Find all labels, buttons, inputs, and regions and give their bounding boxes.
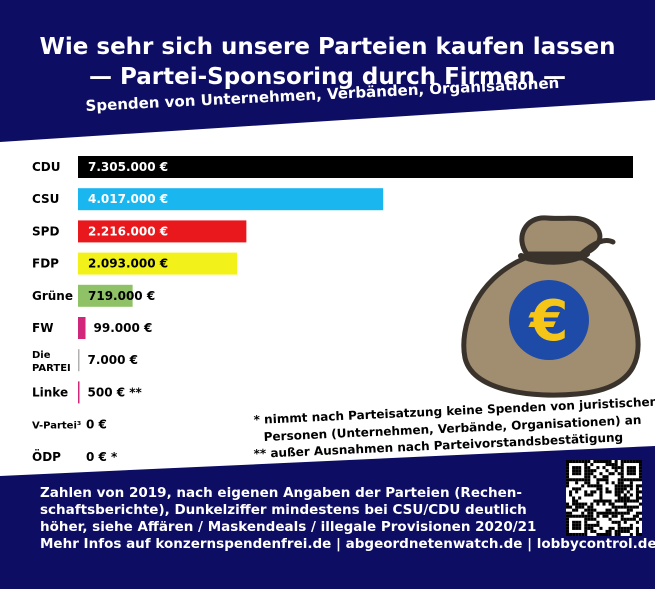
value-label: 2.093.000 €	[88, 257, 168, 271]
footer-line-1: Zahlen von 2019, nach eigenen Angaben de…	[40, 485, 522, 501]
value-label: 500 € **	[88, 385, 143, 399]
header-banner	[0, 0, 655, 142]
title-line-2: — Partei-Sponsoring durch Firmen —	[89, 64, 566, 90]
bar	[78, 349, 80, 372]
category-label: Die PARTEI	[32, 350, 71, 374]
category-label: FDP	[32, 257, 59, 271]
bar	[78, 188, 384, 211]
category-label: Grüne	[32, 289, 73, 303]
qr-code-icon	[566, 460, 642, 536]
value-label: 99.000 €	[94, 321, 153, 335]
bar	[78, 252, 238, 275]
category-label: CDU	[32, 160, 61, 174]
value-label: 7.305.000 €	[88, 160, 168, 174]
money-bag-euro-icon: €	[461, 215, 641, 398]
footer-line-2: schaftsberichte), Dunkelziffer mindesten…	[40, 502, 527, 518]
bar	[78, 156, 633, 178]
footer-line-4: Mehr Infos auf konzernspendenfrei.de | a…	[40, 536, 655, 552]
value-label: 719.000 €	[88, 289, 155, 303]
category-label: ÖDP	[32, 449, 61, 464]
category-label: CSU	[32, 192, 59, 206]
category-label: Linke	[32, 385, 68, 399]
footer-line-3: höher, siehe Affären / Maskendeals / ill…	[40, 519, 537, 535]
value-label: 0 € *	[86, 450, 118, 464]
bar	[78, 284, 133, 307]
svg-text:€: €	[528, 289, 569, 354]
value-label: 2.216.000 €	[88, 224, 168, 238]
value-label: 7.000 €	[88, 353, 138, 367]
value-label: 4.017.000 €	[88, 192, 168, 206]
title-line-1: Wie sehr sich unsere Parteien kaufen las…	[39, 34, 616, 60]
footer-banner	[0, 446, 655, 589]
value-label: 0 €	[86, 418, 107, 432]
bar	[78, 317, 86, 339]
category-label: SPD	[32, 224, 59, 238]
category-label: FW	[32, 321, 53, 335]
category-label: V-Partei³	[32, 421, 81, 432]
bar	[78, 220, 247, 243]
bar	[78, 381, 80, 404]
